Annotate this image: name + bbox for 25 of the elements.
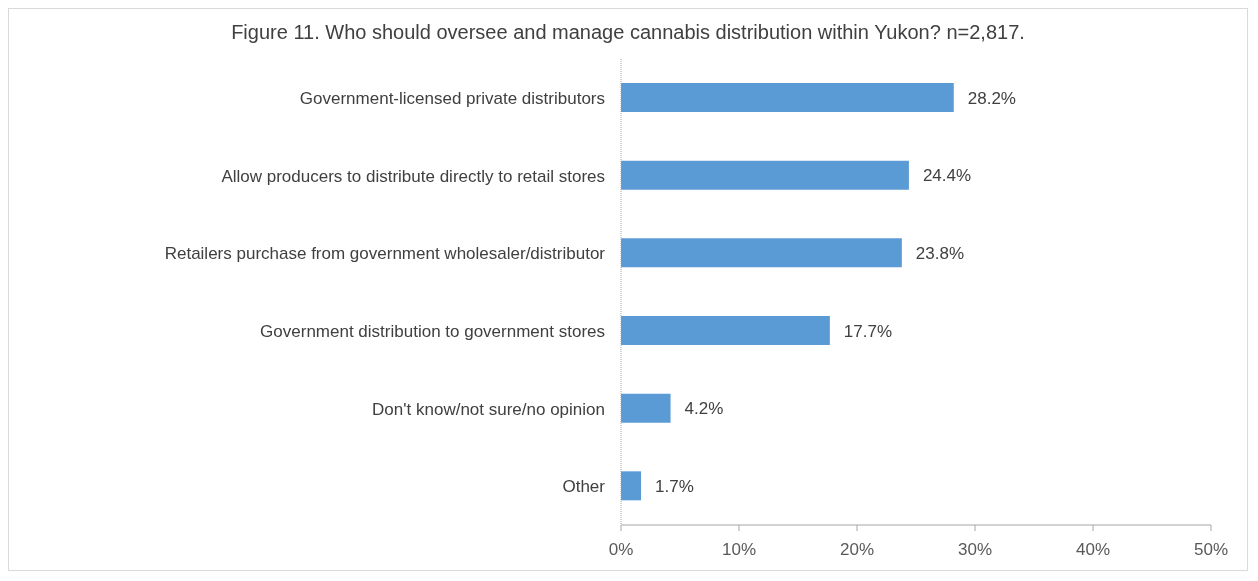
data-label: 23.8% — [915, 243, 965, 263]
x-tick-label: 0% — [608, 540, 634, 560]
bar — [621, 160, 909, 190]
bar — [621, 83, 954, 112]
data-label: 24.4% — [922, 166, 972, 186]
data-label: 28.2% — [967, 88, 1016, 108]
y-tick-label: Allow producers to distribute directly to retail stores — [221, 166, 605, 186]
chart-title: Figure 11. Who should oversee and manage cannabis distribution within Yukon? n=2,817. — [230, 20, 1026, 45]
bar — [621, 471, 642, 501]
data-label: 4.2% — [684, 399, 724, 419]
x-tick-label: 30% — [957, 540, 993, 560]
bar — [621, 238, 902, 268]
bar — [621, 316, 830, 345]
bar — [621, 393, 671, 423]
y-tick-label: Other — [562, 477, 606, 497]
x-tick-label: 40% — [1075, 540, 1111, 560]
y-tick-label: Government-licensed private distributors — [299, 88, 605, 108]
data-label: 1.7% — [655, 476, 694, 496]
y-tick-label: Retailers purchase from government wholesaler/distributor — [164, 244, 606, 264]
data-label: 17.7% — [843, 321, 893, 341]
x-tick-label: 20% — [839, 540, 875, 560]
y-tick-label: Don't know/not sure/no opinion — [372, 399, 605, 419]
x-tick-label: 50% — [1193, 540, 1229, 560]
y-tick-label: Government distribution to government stores — [260, 321, 605, 341]
x-tick-label: 10% — [721, 540, 757, 560]
